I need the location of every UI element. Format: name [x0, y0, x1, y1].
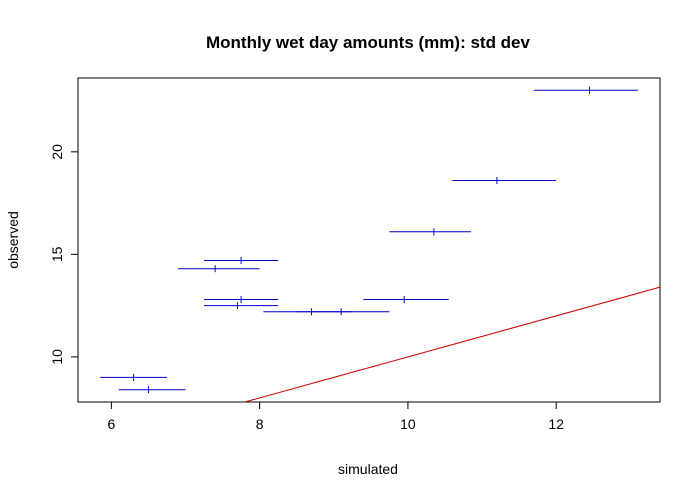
x-tick-label: 12 [548, 416, 564, 432]
plot-frame [77, 77, 661, 403]
chart-title: Monthly wet day amounts (mm): std dev [206, 33, 531, 52]
reference-line [242, 286, 660, 402]
y-tick-label: 10 [49, 349, 65, 365]
y-axis-label: observed [5, 211, 21, 269]
y-tick-label: 15 [49, 246, 65, 262]
plot-area: 6 8 10 12 10 15 20 [49, 77, 661, 432]
y-tick-label: 20 [49, 144, 65, 160]
x-axis-label: simulated [338, 461, 398, 477]
x-tick-label: 8 [256, 416, 264, 432]
x-tick-label: 6 [107, 416, 115, 432]
x-tick-label: 10 [400, 416, 416, 432]
